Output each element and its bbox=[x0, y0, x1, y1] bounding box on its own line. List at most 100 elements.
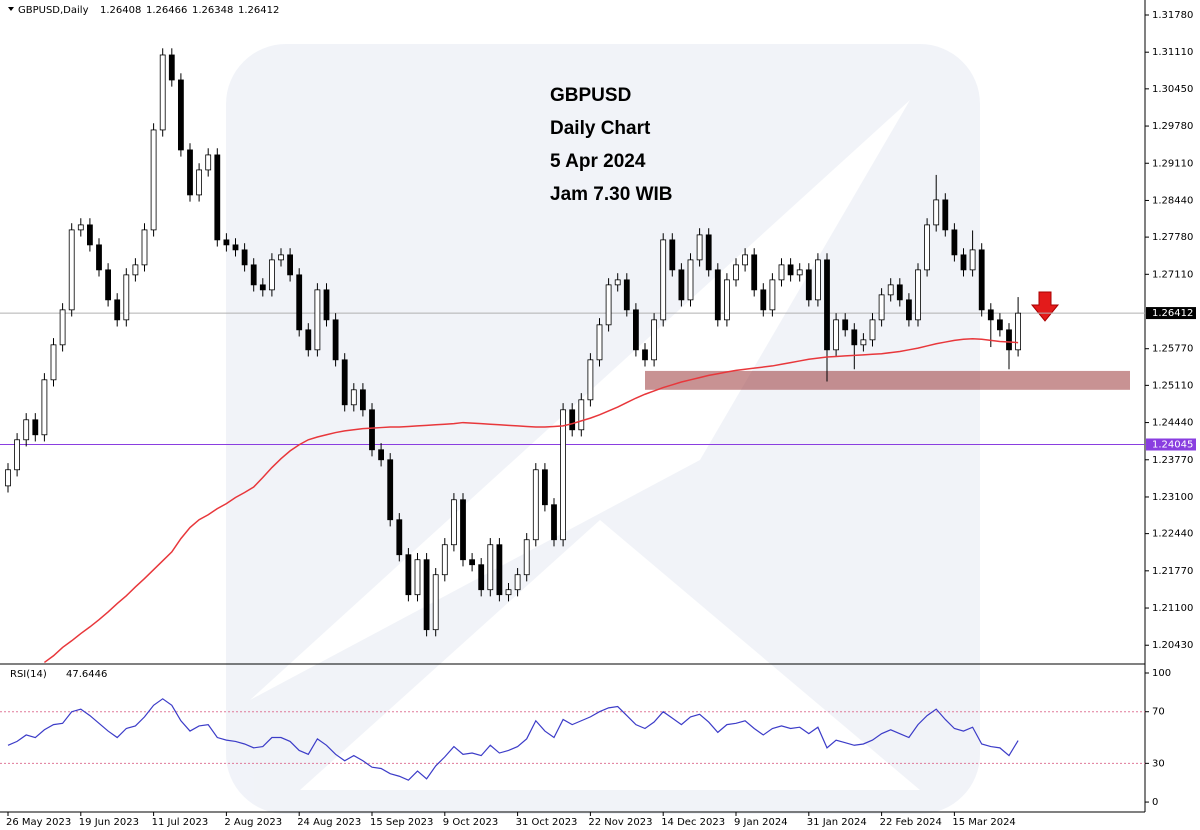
x-tick-label: 24 Aug 2023 bbox=[297, 817, 361, 828]
header-value: 1.26412 bbox=[238, 5, 279, 16]
candle-body bbox=[751, 254, 758, 291]
candle-body bbox=[997, 319, 1003, 331]
candle-body bbox=[259, 284, 266, 291]
candle-body bbox=[177, 79, 184, 151]
candle-body bbox=[578, 399, 585, 431]
candle-body bbox=[369, 409, 375, 451]
candle-body bbox=[460, 499, 466, 561]
candle-body bbox=[77, 224, 84, 231]
annotation: GBPUSD bbox=[550, 85, 631, 106]
candle-body bbox=[250, 264, 257, 286]
candle-body bbox=[59, 309, 66, 346]
candle-body bbox=[378, 449, 385, 461]
candle-body bbox=[150, 129, 157, 231]
candle-body bbox=[241, 249, 248, 266]
rsi-current: 47.6446 bbox=[66, 669, 107, 680]
candle-body bbox=[350, 389, 357, 406]
candle-body bbox=[724, 279, 730, 321]
rsi-tick-label: 0 bbox=[1152, 797, 1158, 808]
x-tick-label: 15 Sep 2023 bbox=[370, 817, 433, 828]
rsi-name: RSI(14) bbox=[10, 669, 47, 680]
candle-body bbox=[714, 269, 721, 321]
candle-body bbox=[887, 284, 894, 296]
candle-body bbox=[23, 419, 30, 441]
y-tick-label: 1.22440 bbox=[1152, 529, 1193, 540]
candle-body bbox=[969, 249, 976, 271]
candle-body bbox=[314, 289, 321, 351]
candle-body bbox=[423, 559, 430, 631]
candle-body bbox=[187, 149, 193, 196]
candle-body bbox=[332, 319, 339, 361]
x-tick-label: 22 Feb 2024 bbox=[880, 817, 942, 828]
candle-body bbox=[896, 284, 903, 301]
candle-body bbox=[532, 469, 539, 541]
watermark-shape bbox=[300, 520, 920, 790]
y-tick-label: 1.20430 bbox=[1152, 640, 1193, 651]
candle-body bbox=[760, 289, 767, 311]
candle-body bbox=[1015, 312, 1021, 351]
candle-body bbox=[396, 519, 403, 556]
candle-body bbox=[268, 259, 275, 291]
candle-body bbox=[933, 199, 940, 226]
header-value: 1.26466 bbox=[146, 5, 187, 16]
price-label-bg bbox=[1146, 438, 1196, 451]
candle-body bbox=[942, 199, 949, 231]
x-tick-label: 31 Oct 2023 bbox=[516, 817, 578, 828]
x-tick-label: 15 Mar 2024 bbox=[952, 817, 1015, 828]
candle-body bbox=[523, 539, 530, 576]
candle-body bbox=[824, 259, 830, 351]
candle-body bbox=[223, 239, 230, 246]
candle-body bbox=[450, 499, 457, 546]
candle-body bbox=[542, 469, 548, 506]
candle-body bbox=[642, 349, 648, 361]
candle-body bbox=[278, 254, 284, 261]
candle-body bbox=[915, 269, 921, 321]
x-tick-label: 9 Jan 2024 bbox=[734, 817, 788, 828]
moving-average bbox=[43, 337, 1019, 664]
candle-body bbox=[951, 229, 958, 256]
rsi-tick-label: 70 bbox=[1152, 707, 1165, 718]
candle-body bbox=[478, 564, 485, 591]
candle-body bbox=[960, 254, 967, 271]
candle-body bbox=[5, 469, 11, 487]
candle-body bbox=[833, 319, 839, 351]
candle-body bbox=[587, 359, 594, 401]
candle-body bbox=[505, 589, 512, 596]
candle-body bbox=[287, 254, 294, 276]
annotation: Jam 7.30 WIB bbox=[550, 184, 673, 205]
y-tick-label: 1.25770 bbox=[1152, 344, 1193, 355]
candle-body bbox=[159, 54, 166, 131]
candle-body bbox=[605, 284, 612, 326]
candle-body bbox=[860, 339, 867, 346]
candle-body bbox=[168, 54, 175, 81]
x-tick-label: 31 Jan 2024 bbox=[807, 817, 867, 828]
candle-body bbox=[414, 559, 421, 596]
price-label-bg bbox=[1146, 307, 1196, 320]
candle-body bbox=[560, 409, 566, 541]
candle-body bbox=[32, 419, 39, 436]
candle-body bbox=[669, 239, 676, 271]
candle-body bbox=[1006, 329, 1012, 351]
candle-body bbox=[496, 544, 503, 596]
candle-body bbox=[778, 264, 785, 281]
y-tick-label: 1.29780 bbox=[1152, 121, 1193, 132]
y-tick-label: 1.30450 bbox=[1152, 84, 1193, 95]
rsi-line bbox=[7, 698, 1019, 781]
candle-body bbox=[796, 269, 803, 276]
y-tick-label: 1.29110 bbox=[1152, 158, 1193, 169]
candle-body bbox=[387, 459, 394, 521]
candle-body bbox=[678, 269, 685, 301]
candle-body bbox=[769, 279, 776, 311]
annotation: 5 Apr 2024 bbox=[550, 151, 646, 172]
candle-body bbox=[214, 154, 221, 241]
candle-body bbox=[469, 559, 476, 566]
rsi-tick-label: 100 bbox=[1152, 668, 1171, 679]
candle-body bbox=[987, 309, 994, 321]
price-label: 1.26412 bbox=[1152, 308, 1193, 319]
candle-body bbox=[68, 229, 75, 311]
candle-body bbox=[869, 319, 876, 341]
candle-body bbox=[633, 309, 639, 351]
annotation: Daily Chart bbox=[550, 118, 651, 139]
candle-body bbox=[50, 344, 57, 381]
candle-body bbox=[906, 299, 912, 321]
